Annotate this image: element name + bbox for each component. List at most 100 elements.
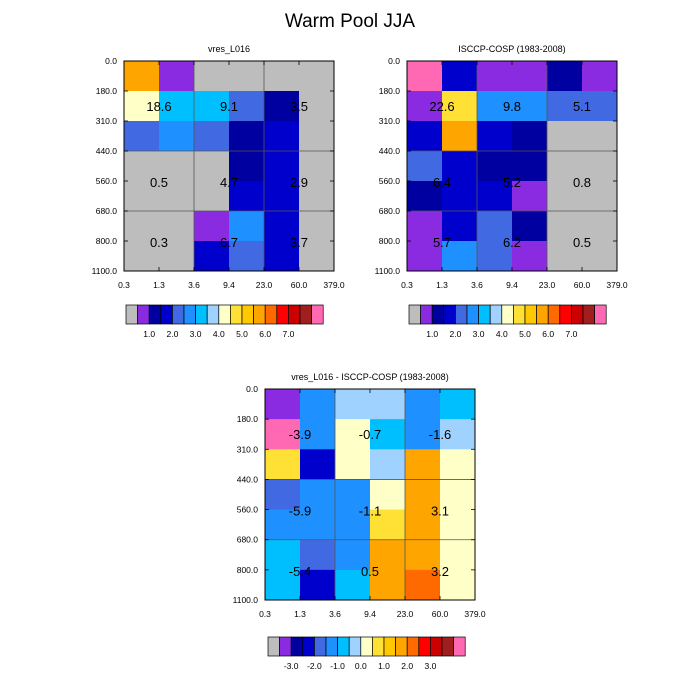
heatmap-cell <box>264 61 300 92</box>
heatmap-cell <box>440 539 476 571</box>
colorbar-swatch <box>253 304 266 325</box>
heatmap-cell <box>300 569 336 601</box>
block-value: 5.2 <box>503 175 521 190</box>
heatmap-cell <box>124 241 160 272</box>
heatmap-cell <box>229 151 265 182</box>
colorbar-swatch <box>406 636 420 657</box>
heatmap-cell <box>440 569 476 601</box>
colorbar-label: 3.0 <box>190 329 202 339</box>
colorbar-swatch <box>383 636 396 657</box>
heatmap-cell <box>477 211 513 242</box>
heatmap-cell <box>442 61 478 92</box>
block-value: -3.9 <box>289 427 311 442</box>
colorbar-swatch <box>348 636 362 657</box>
colorbar-label: 4.0 <box>213 329 225 339</box>
y-tick-label: 800.0 <box>96 236 118 246</box>
heatmap-cell <box>265 389 301 420</box>
heatmap-cell <box>370 419 406 450</box>
block-value: 6.7 <box>220 235 238 250</box>
y-tick-label: 800.0 <box>379 236 401 246</box>
heatmap-cell <box>547 121 583 152</box>
colorbar-swatch <box>360 636 373 657</box>
heatmap-cell <box>194 241 230 272</box>
block-value: 0.5 <box>150 175 168 190</box>
heatmap-cell <box>265 509 301 541</box>
x-tick-label: 3.6 <box>471 280 483 290</box>
block-value: 0.3 <box>150 235 168 250</box>
x-tick-label: 60.0 <box>291 280 308 290</box>
heatmap-cell <box>582 61 618 92</box>
block-value: 2.9 <box>290 175 308 190</box>
colorbar-swatch <box>337 636 350 657</box>
y-tick-label: 680.0 <box>96 206 118 216</box>
heatmap-cell <box>335 479 371 510</box>
heatmap-cell <box>477 241 513 272</box>
y-tick-label: 180.0 <box>379 86 401 96</box>
y-tick-label: 800.0 <box>237 565 259 575</box>
x-tick-label: 60.0 <box>574 280 591 290</box>
heatmap-cell <box>440 479 476 510</box>
heatmap-cell <box>547 151 583 182</box>
heatmap-cell <box>124 61 160 92</box>
colorbar-swatch <box>594 304 607 325</box>
colorbar-label: 2.0 <box>166 329 178 339</box>
y-tick-label: 440.0 <box>96 146 118 156</box>
heatmap-cell <box>299 211 335 242</box>
colorbar-swatch <box>466 304 479 325</box>
colorbar-swatch <box>489 304 503 325</box>
heatmap-cell <box>194 91 230 122</box>
heatmap-cell <box>407 211 443 242</box>
colorbar-swatch <box>288 304 301 325</box>
heatmap-cell <box>264 121 300 152</box>
heatmap-cell <box>299 241 335 272</box>
heatmap-cell <box>229 211 265 242</box>
chart-3: vres_L016 - ISCCP-COSP (1983-2008) 0.3 1.3… <box>233 372 486 671</box>
heatmap-cell <box>299 151 335 182</box>
heatmap-cell <box>407 241 443 272</box>
y-tick-label: 440.0 <box>379 146 401 156</box>
colorbar-swatch <box>441 636 454 657</box>
y-tick-label: 440.0 <box>237 474 259 484</box>
heatmap-cell <box>300 479 336 510</box>
heatmap-cell <box>440 389 476 420</box>
colorbar-swatch <box>206 304 220 325</box>
colorbar-label: 1.0 <box>426 329 438 339</box>
colorbar-swatch <box>395 636 408 657</box>
heatmap-cell <box>405 479 441 510</box>
colorbar-label: 5.0 <box>519 329 531 339</box>
colorbar-label: -2.0 <box>307 661 322 671</box>
x-tick-label: 23.0 <box>256 280 273 290</box>
heatmap-cell <box>159 211 195 242</box>
figure-title: Warm Pool JJA <box>284 11 416 32</box>
heatmap-cell <box>370 449 406 480</box>
block-value: 3.7 <box>290 235 308 250</box>
block-value: 3.1 <box>431 504 449 519</box>
colorbar-swatch <box>267 636 280 657</box>
heatmap-cell <box>405 389 441 420</box>
x-tick-label: 0.3 <box>401 280 413 290</box>
colorbar-label: 3.0 <box>473 329 485 339</box>
colorbar-swatch <box>420 304 433 325</box>
heatmap-cell <box>265 449 301 480</box>
colorbar-swatch <box>241 304 254 325</box>
block-value: 18.6 <box>146 99 171 114</box>
colorbar-label: -3.0 <box>284 661 299 671</box>
heatmap-cell <box>300 449 336 480</box>
heatmap-cell <box>477 61 513 92</box>
heatmap-cell <box>229 181 265 212</box>
block-value: 5.7 <box>433 235 451 250</box>
heatmap-cell <box>512 211 548 242</box>
heatmap-cell <box>547 91 583 122</box>
heatmap-cell <box>512 181 548 212</box>
block-value: 22.6 <box>429 99 454 114</box>
block-value: 9.8 <box>503 99 521 114</box>
x-tick-label: 1.3 <box>294 609 306 619</box>
x-tick-label: 0.3 <box>118 280 130 290</box>
chart-title: ISCCP-COSP (1983-2008) <box>458 44 565 54</box>
x-tick-label: 9.4 <box>506 280 518 290</box>
heatmap-cell <box>299 121 335 152</box>
heatmap-cell <box>194 181 230 212</box>
colorbar-label: 5.0 <box>236 329 248 339</box>
